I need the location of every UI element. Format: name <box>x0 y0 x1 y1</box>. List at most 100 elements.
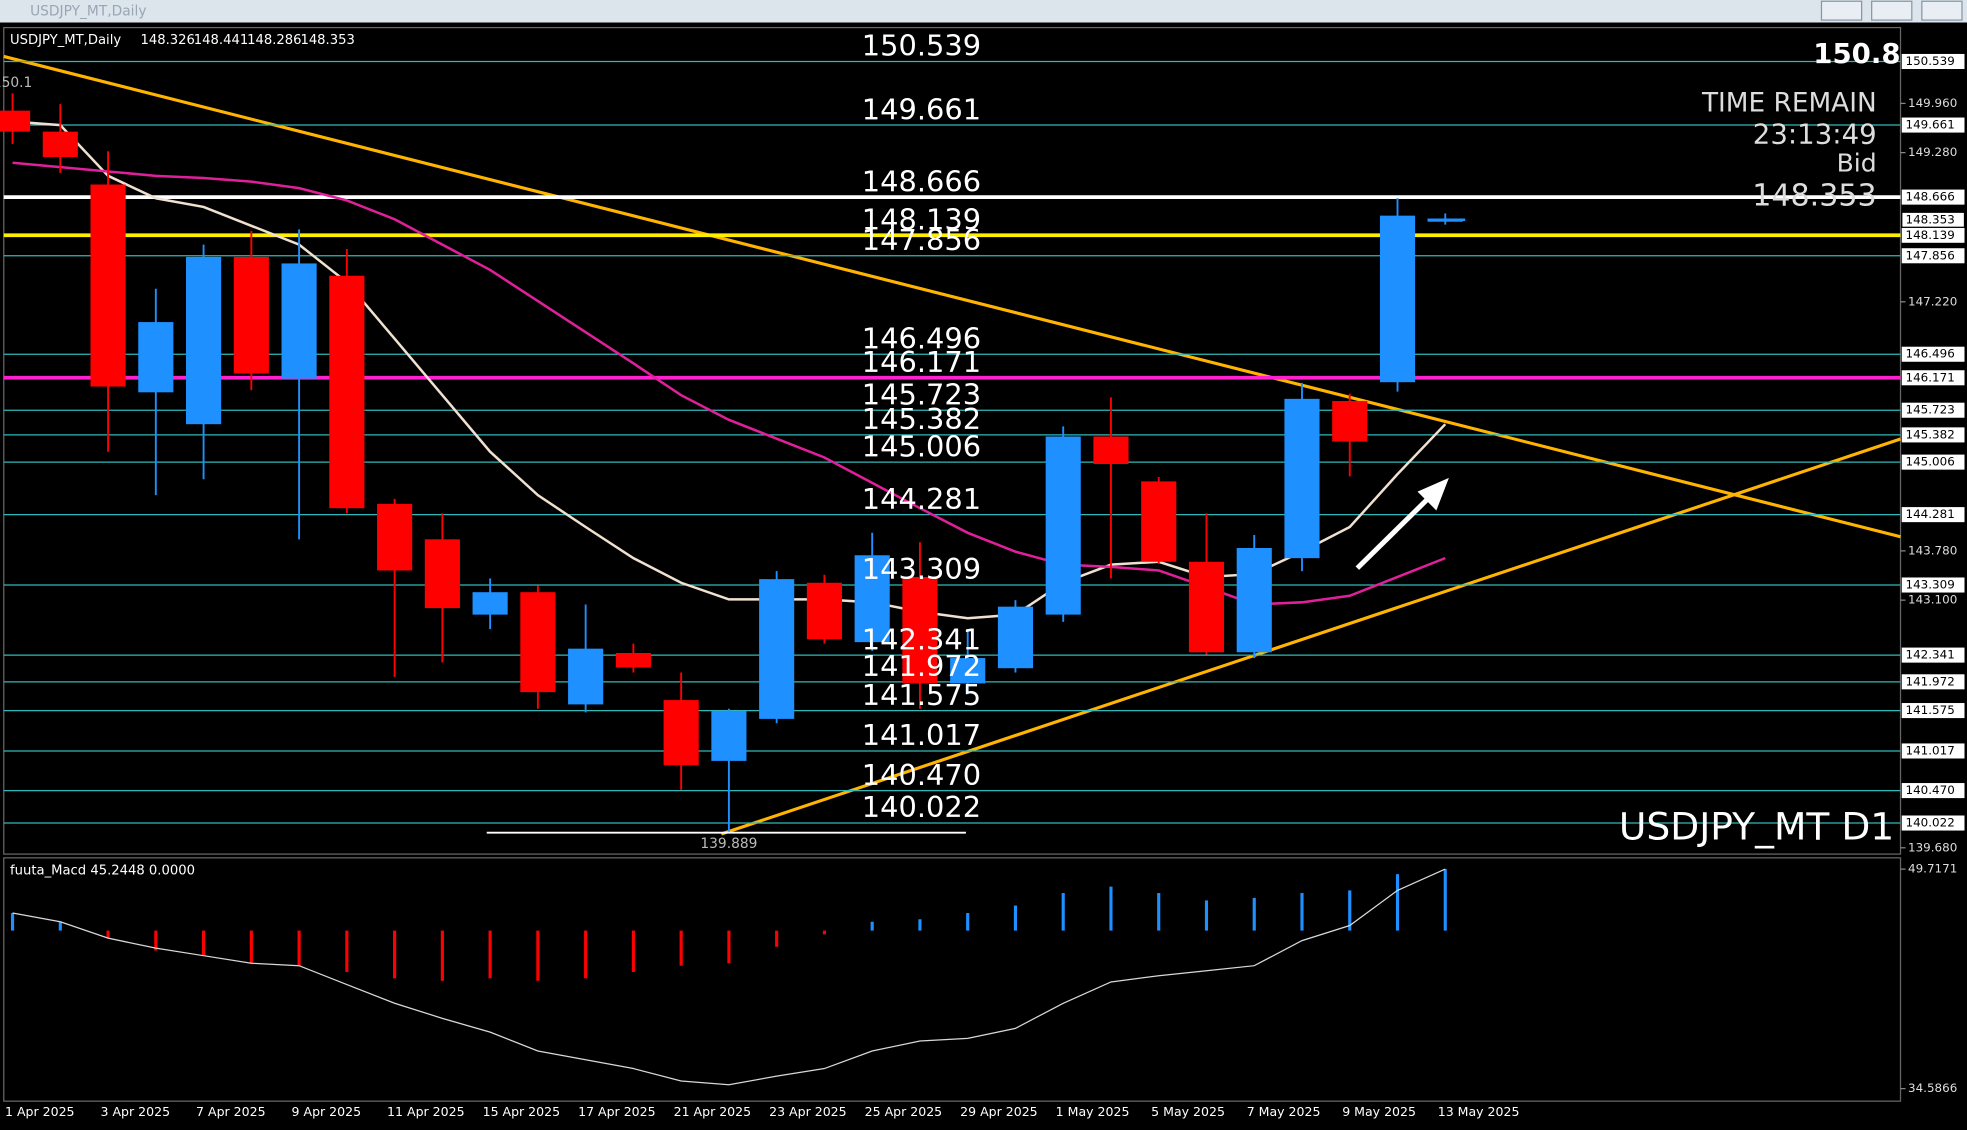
candle-body <box>233 256 269 374</box>
level-label: 141.017 <box>862 718 981 752</box>
y-tick-label: 34.5866 <box>1908 1081 1957 1095</box>
chart-background <box>0 22 1967 1130</box>
axis-price-label: 141.017 <box>1906 743 1955 757</box>
current-price-label: 148.353 <box>1906 212 1955 226</box>
level-label: 146.171 <box>862 345 981 379</box>
arrow-head <box>1417 477 1449 511</box>
candle-body <box>520 592 556 693</box>
x-tick-label: 21 Apr 2025 <box>674 1104 751 1119</box>
axis-price-label: 143.309 <box>1906 578 1955 592</box>
signal-line <box>12 868 1446 1086</box>
candle-body <box>329 275 365 509</box>
axis-price-label: 147.856 <box>1906 248 1955 262</box>
axis-price-box <box>1901 117 1965 133</box>
axis-price-label: 145.006 <box>1906 455 1955 469</box>
candle-body <box>472 592 508 615</box>
candle-body <box>711 710 747 761</box>
maximize-button[interactable] <box>1871 0 1913 21</box>
ohlc-value: 148.326 <box>140 33 194 48</box>
candle-body <box>281 263 317 379</box>
level-label: 140.470 <box>862 758 981 792</box>
axis-price-label: 142.341 <box>1906 648 1955 662</box>
level-label: 141.972 <box>862 649 981 683</box>
close-button[interactable] <box>1921 0 1963 21</box>
candle-body <box>1093 436 1129 465</box>
axis-price-box <box>1901 674 1965 690</box>
axis-price-label: 144.281 <box>1906 507 1955 521</box>
level-label: 148.666 <box>862 164 981 198</box>
x-tick-label: 23 Apr 2025 <box>769 1104 846 1119</box>
candle-body <box>950 658 986 684</box>
axis-price-box <box>1901 743 1965 759</box>
x-tick-label: 25 Apr 2025 <box>865 1104 942 1119</box>
axis-price-box <box>1901 507 1965 523</box>
axis-price-box <box>1901 53 1965 70</box>
x-tick-label: 7 May 2025 <box>1247 1104 1321 1119</box>
axis-price-box <box>1901 189 1965 205</box>
candle-body <box>0 110 31 132</box>
y-tick-label: 149.280 <box>1908 145 1957 159</box>
candle-body <box>1284 398 1320 559</box>
ohlc-value: 148.441 <box>194 33 248 48</box>
y-tick-label: 139.680 <box>1908 840 1957 854</box>
level-label: 143.309 <box>862 552 981 586</box>
x-tick-label: 13 May 2025 <box>1438 1104 1520 1119</box>
level-label: 150.539 <box>862 29 981 63</box>
top-price: 150.8 <box>1813 37 1900 70</box>
candle-body <box>1188 561 1225 653</box>
x-tick-label: 5 May 2025 <box>1151 1104 1225 1119</box>
y-tick-label: 147.220 <box>1908 294 1957 308</box>
axis-price-box <box>1901 577 1965 593</box>
axis-price-label: 145.382 <box>1906 427 1955 441</box>
arrow-shaft <box>1355 494 1432 570</box>
level-label: 149.661 <box>862 92 981 126</box>
axis-price-box <box>1901 647 1965 663</box>
ohlc-value: 148.286 <box>247 33 301 48</box>
time-remain: 23:13:49 <box>1753 117 1877 150</box>
candle-body <box>1379 215 1416 383</box>
level-label: 145.006 <box>862 429 981 463</box>
axis-price-label: 146.496 <box>1906 347 1955 361</box>
high-annotation: 150.1 <box>0 75 32 91</box>
axis-price-label: 150.539 <box>1906 54 1955 68</box>
macd-panel-frame <box>3 857 1902 1102</box>
bid-label: Bid <box>1837 148 1877 177</box>
axis-price-label: 140.470 <box>1906 783 1955 797</box>
trendline <box>3 54 1901 539</box>
level-label: 142.341 <box>862 622 981 656</box>
candle-body <box>424 539 460 609</box>
x-tick-label: 9 Apr 2025 <box>292 1104 362 1119</box>
x-tick-label: 7 Apr 2025 <box>196 1104 266 1119</box>
axis-price-box <box>1901 248 1965 264</box>
level-label: 145.382 <box>862 402 981 436</box>
axis-price-box <box>1901 346 1965 362</box>
main-panel-frame <box>3 26 1902 855</box>
chart-title: USDJPY_MT,Daily <box>10 33 121 48</box>
symbol-label: USDJPY_MT D1 <box>1619 805 1894 849</box>
candle-body <box>806 582 842 640</box>
axis-price-box <box>1901 783 1965 799</box>
axis-price-label: 146.171 <box>1906 370 1955 384</box>
candle-body <box>1045 436 1081 615</box>
level-label: 145.723 <box>862 377 981 411</box>
x-tick-label: 15 Apr 2025 <box>483 1104 560 1119</box>
low-annotation: 139.889 <box>700 836 757 852</box>
axis-price-label: 148.139 <box>1906 228 1955 242</box>
candle-body <box>1236 548 1272 653</box>
x-tick-label: 11 Apr 2025 <box>387 1104 464 1119</box>
panel-title: fuuta_Macd 45.2448 0.0000 <box>10 863 195 878</box>
trendline <box>720 437 1902 836</box>
x-tick-label: 9 May 2025 <box>1342 1104 1416 1119</box>
x-tick-label: 17 Apr 2025 <box>578 1104 655 1119</box>
axis-price-label: 149.661 <box>1906 118 1955 132</box>
level-label: 148.139 <box>862 202 981 236</box>
axis-price-box <box>1901 402 1965 418</box>
candle-body <box>42 131 78 157</box>
axis-price-box <box>1901 815 1965 831</box>
minimize-button[interactable] <box>1820 0 1863 21</box>
axis-price-box <box>1901 427 1965 443</box>
current-price-box <box>1901 211 1966 228</box>
candle-body <box>568 648 604 705</box>
